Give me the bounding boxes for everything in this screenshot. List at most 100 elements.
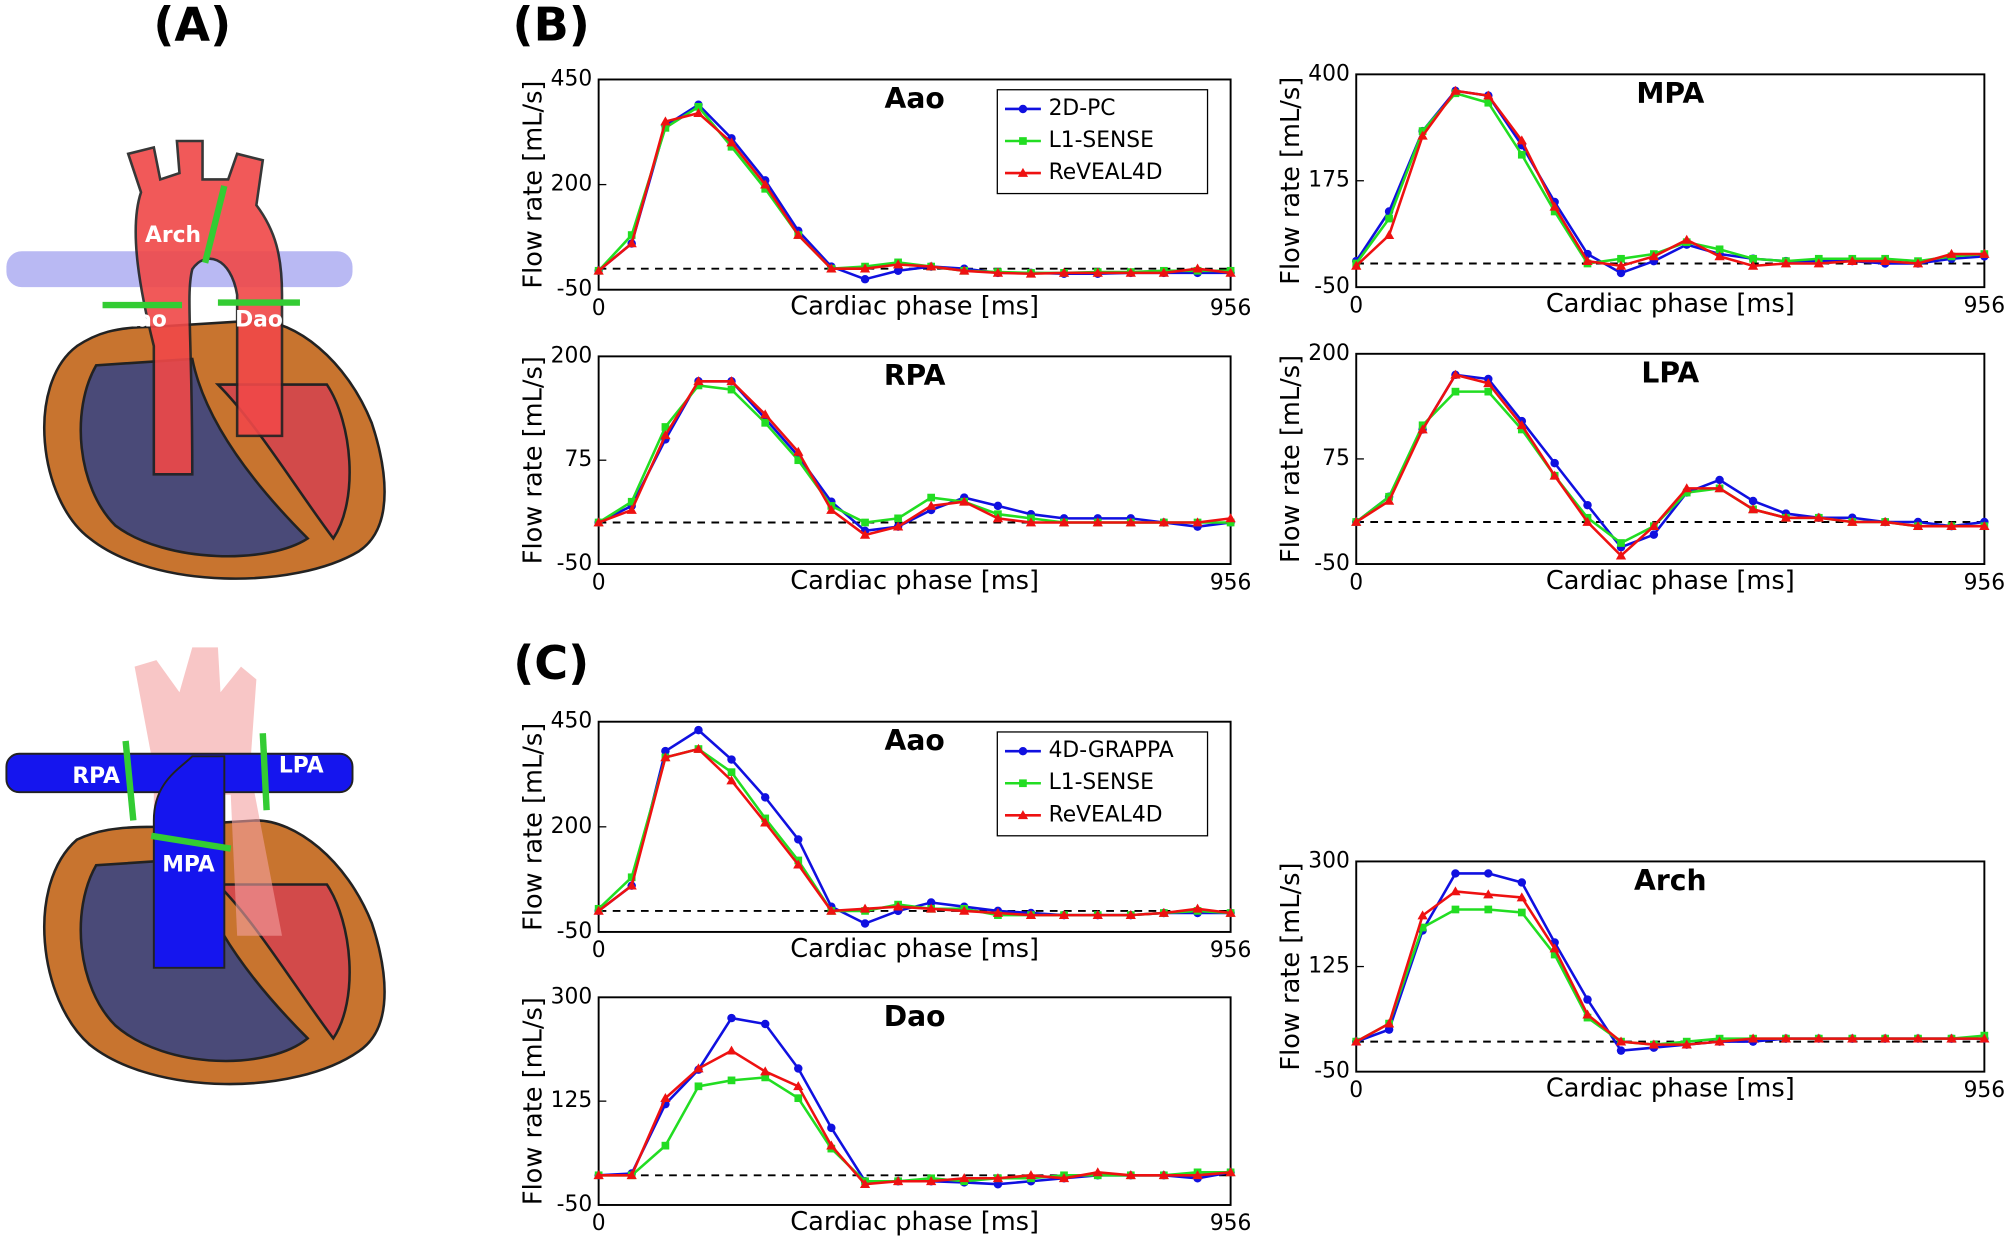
marker — [593, 517, 604, 527]
y-tick-label: -50 — [557, 551, 593, 576]
marker — [1383, 495, 1395, 505]
marker — [1158, 907, 1169, 917]
y-tick-label: 75 — [1322, 446, 1350, 471]
marker — [794, 835, 803, 844]
marker — [1025, 517, 1037, 527]
marker — [726, 775, 737, 785]
y-tick-label: -50 — [557, 277, 593, 302]
marker — [1192, 263, 1203, 273]
marker — [859, 1179, 871, 1189]
marker — [1780, 258, 1792, 268]
marker — [1092, 267, 1103, 277]
legend-label: ReVEAL4D — [1049, 802, 1163, 827]
marker — [1158, 517, 1169, 527]
marker — [1979, 248, 1990, 258]
marker — [660, 1093, 671, 1103]
x-axis-label: Cardiac phase [ms] — [1546, 566, 1795, 596]
y-tick-label: 200 — [1308, 341, 1350, 366]
marker — [1418, 923, 1427, 932]
marker — [1351, 1036, 1362, 1046]
chart-title: Aao — [885, 82, 945, 115]
x-axis-label: Cardiac phase [ms] — [790, 1207, 1039, 1237]
x-axis-label: Cardiac phase [ms] — [790, 934, 1039, 964]
marker — [859, 263, 871, 273]
panel-label: (C) — [513, 636, 589, 690]
marker — [1517, 878, 1527, 887]
marker — [1483, 378, 1494, 388]
series-line — [597, 747, 1231, 917]
marker — [1158, 1170, 1169, 1180]
marker — [727, 755, 736, 764]
marker — [1582, 256, 1593, 265]
y-axis-label: Flow rate [mL/s] — [519, 723, 549, 931]
marker — [593, 265, 604, 275]
marker — [761, 418, 770, 427]
slice-plane — [150, 832, 232, 852]
marker — [793, 446, 804, 456]
y-tick-label: 450 — [551, 709, 593, 734]
marker — [1018, 104, 1028, 114]
marker — [1125, 909, 1136, 919]
plot-frame — [597, 996, 1232, 1206]
chart-title: MPA — [1636, 77, 1704, 110]
marker — [1813, 258, 1824, 268]
marker — [1847, 1033, 1858, 1043]
marker — [1748, 496, 1758, 506]
marker — [1583, 500, 1592, 510]
marker — [1583, 995, 1592, 1004]
marker — [761, 184, 770, 193]
marker — [1092, 1167, 1103, 1177]
y-tick-label: -50 — [1314, 1059, 1350, 1084]
chart-title: RPA — [884, 359, 946, 392]
marker — [1158, 267, 1169, 277]
marker — [1225, 513, 1236, 523]
marker — [661, 423, 670, 431]
y-axis-label: Flow rate [mL/s] — [1276, 355, 1306, 563]
plot-frame — [1355, 860, 1986, 1073]
marker — [760, 1019, 770, 1029]
marker — [892, 521, 904, 531]
marker — [1025, 268, 1037, 278]
marker — [1019, 779, 1027, 788]
heart-diagram-aorta: Arch Aao Dao — [6, 139, 386, 580]
marker — [760, 817, 771, 827]
marker — [693, 376, 704, 386]
y-tick-label: 200 — [551, 814, 593, 839]
series-line — [598, 1049, 1231, 1186]
marker — [1549, 943, 1560, 953]
marker — [1681, 1039, 1692, 1049]
marker — [1484, 98, 1493, 107]
marker — [1192, 517, 1203, 527]
x-tick-label: 956 — [1964, 570, 2006, 595]
marker — [694, 381, 703, 390]
marker — [1226, 518, 1235, 527]
marker — [661, 123, 670, 132]
marker — [1225, 267, 1236, 277]
marker — [959, 1173, 970, 1183]
chart-title: Arch — [1634, 864, 1707, 897]
marker — [992, 267, 1004, 277]
x-tick-label: 0 — [592, 1211, 606, 1236]
y-tick-label: 125 — [1308, 954, 1350, 979]
marker — [893, 266, 903, 276]
series-line — [597, 111, 1231, 276]
marker — [1417, 130, 1428, 140]
marker — [1582, 1009, 1593, 1019]
marker — [1058, 267, 1070, 277]
marker — [926, 903, 937, 913]
marker — [1484, 869, 1493, 878]
legend-label: 2D-PC — [1049, 96, 1116, 121]
marker — [760, 409, 771, 419]
x-axis-label: Cardiac phase [ms] — [790, 566, 1039, 596]
marker — [826, 263, 837, 273]
marker — [1847, 516, 1858, 526]
diagram-label: Arch — [145, 223, 201, 248]
marker — [1484, 387, 1493, 396]
marker — [926, 1176, 937, 1186]
marker — [793, 1081, 804, 1091]
marker — [1351, 516, 1362, 526]
marker — [1385, 214, 1393, 223]
marker — [1912, 521, 1924, 531]
marker — [1549, 470, 1560, 480]
marker — [1018, 746, 1028, 756]
